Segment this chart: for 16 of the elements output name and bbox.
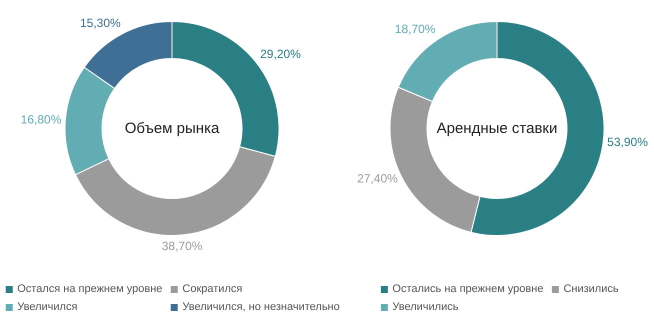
data-label: 53,90%: [607, 135, 648, 150]
legend-label: Снизились: [563, 283, 619, 295]
data-label: 29,20%: [260, 47, 302, 62]
data-label: 27,40%: [357, 171, 398, 186]
legend-label: Увеличились: [392, 301, 458, 313]
text: Объем рынка: [124, 120, 220, 137]
data-label: 38,70%: [162, 239, 203, 254]
legend-label: Сократился: [182, 283, 242, 295]
legend-label: Остались на прежнем уровне: [392, 283, 544, 295]
data-label: 15,30%: [80, 16, 122, 30]
text: Арендные ставки: [436, 120, 558, 137]
data-label: 16,80%: [20, 112, 62, 126]
data-label: 18,70%: [394, 22, 436, 36]
legend-label: Остался на прежнем уровне: [17, 283, 162, 295]
legend-label: Увеличился, но незначительно: [182, 301, 340, 313]
legend-label: Увеличился: [17, 301, 78, 313]
